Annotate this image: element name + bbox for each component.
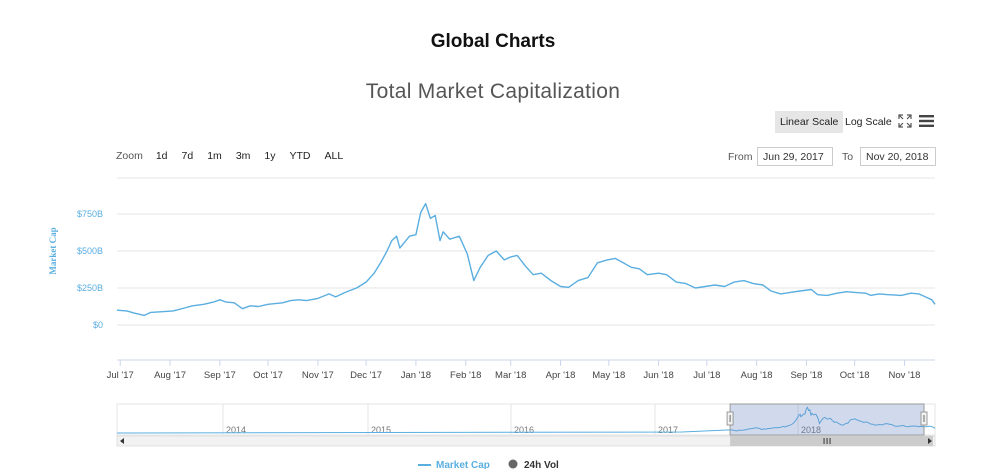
y-tick-label: $250B xyxy=(77,283,103,293)
x-tick-label: Aug '18 xyxy=(741,370,773,381)
market-cap-line xyxy=(116,202,936,317)
navigator-year-label: 2016 xyxy=(514,425,534,435)
x-tick-label: Nov '17 xyxy=(302,370,334,381)
scroll-right-arrow-icon[interactable] xyxy=(928,438,932,444)
navigator-scrollbar-thumb[interactable] xyxy=(730,436,933,446)
y-tick-label: $0 xyxy=(93,320,103,330)
x-tick-label: Aug '17 xyxy=(154,370,186,381)
x-tick-label: Jul '18 xyxy=(693,370,720,381)
x-tick-label: Jan '18 xyxy=(401,370,431,381)
navigator-year-label: 2015 xyxy=(371,425,391,435)
x-tick-label: Jul '17 xyxy=(107,370,134,381)
x-tick-label: Dec '17 xyxy=(350,370,382,381)
y-tick-label: $500B xyxy=(77,246,103,256)
legend-24h-vol-symbol[interactable] xyxy=(508,459,518,469)
navigator-panel xyxy=(116,403,936,436)
y-tick-label: $750B xyxy=(77,209,103,219)
x-tick-label: Apr '18 xyxy=(546,370,576,381)
scroll-left-arrow-icon[interactable] xyxy=(120,438,124,444)
x-tick-label: Mar '18 xyxy=(495,370,526,381)
from-date-input[interactable]: Jun 29, 2017 xyxy=(757,147,833,166)
zoom-3m-button[interactable]: 3m xyxy=(235,150,251,162)
x-tick-label: Oct '18 xyxy=(840,370,870,381)
page-title: Global Charts xyxy=(430,31,556,52)
zoom-1m-button[interactable]: 1m xyxy=(207,150,222,162)
to-date-input[interactable]: Nov 20, 2018 xyxy=(860,147,936,166)
navigator-year-label: 2014 xyxy=(226,425,246,435)
x-tick-label: Feb '18 xyxy=(450,370,481,381)
navigator-year-label: 2018 xyxy=(801,425,821,435)
zoom-7d-button[interactable]: 7d xyxy=(181,150,194,162)
zoom-1d-button[interactable]: 1d xyxy=(155,150,168,162)
x-tick-label: Sep '17 xyxy=(204,370,236,381)
y-axis-label: Market Cap xyxy=(48,227,58,274)
from-label: From xyxy=(728,151,753,163)
x-tick-label: Nov '18 xyxy=(889,370,921,381)
fullscreen-icon[interactable] xyxy=(898,114,912,128)
navigator-scrollbar-track[interactable] xyxy=(116,435,936,447)
legend-market-cap: Market Cap xyxy=(436,460,490,469)
zoom-1y-button[interactable]: 1y xyxy=(264,150,276,162)
navigator-line xyxy=(116,406,936,434)
legend-24h-vol: 24h Vol xyxy=(524,460,559,469)
log-scale-button[interactable]: Log Scale xyxy=(845,116,892,128)
navigator-year-label: 2017 xyxy=(658,425,678,435)
linear-scale-button[interactable]: Linear Scale xyxy=(775,111,844,133)
zoom-label: Zoom xyxy=(116,150,143,162)
x-tick-label: Oct '17 xyxy=(253,370,283,381)
x-tick-label: May '18 xyxy=(592,370,625,381)
zoom-controls: Zoom 1d 7d 1m 3m 1y YTD ALL xyxy=(116,148,352,164)
x-tick-label: Sep '18 xyxy=(790,370,822,381)
to-label: To xyxy=(842,151,854,163)
zoom-all-button[interactable]: ALL xyxy=(324,150,344,162)
chart-title: Total Market Capitalization xyxy=(365,80,621,103)
menu-icon[interactable] xyxy=(919,115,934,127)
x-tick-label: Jun '18 xyxy=(643,370,673,381)
zoom-ytd-button[interactable]: YTD xyxy=(289,150,311,162)
navigator-selection[interactable] xyxy=(729,403,925,436)
